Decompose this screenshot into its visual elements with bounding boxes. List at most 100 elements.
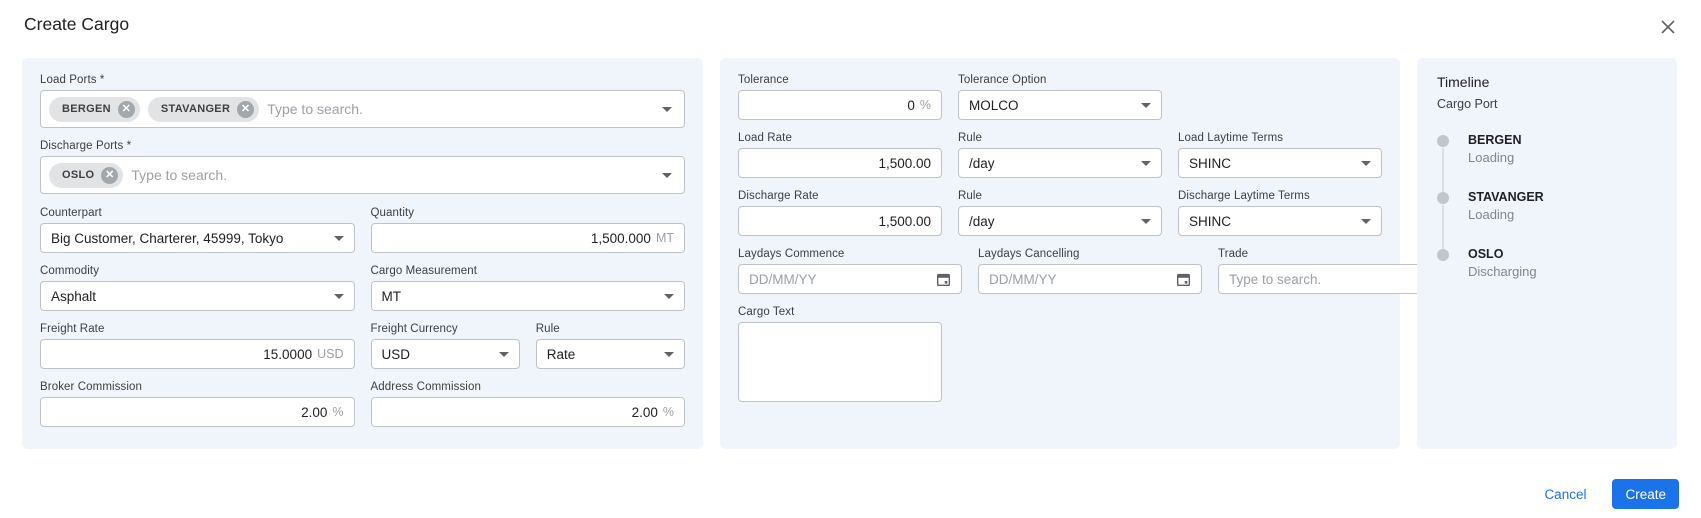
discharge-rate-input[interactable]: 1,500.00 — [738, 206, 942, 236]
laydays-cancelling-date-input[interactable] — [989, 271, 1170, 287]
discharge-rule-value: /day — [969, 213, 995, 229]
laydays-commence-input[interactable] — [738, 264, 962, 294]
cargo-measurement-value: MT — [381, 288, 402, 304]
cargo-measurement-select[interactable]: MT — [370, 281, 685, 311]
load-rule-select[interactable]: /day — [958, 148, 1162, 178]
chevron-down-icon — [664, 293, 674, 299]
commodity-select[interactable]: Asphalt — [40, 281, 355, 311]
discharge-laytime-terms-select[interactable]: SHINC — [1178, 206, 1382, 236]
chevron-down-icon — [1361, 160, 1371, 166]
chevron-down-icon — [498, 351, 509, 357]
freight-rate-value: 15.0000 — [263, 346, 313, 362]
timeline-activity: Loading — [1468, 207, 1515, 222]
tolerance-option-label: Tolerance Option — [958, 74, 1047, 86]
calendar-icon[interactable] — [936, 272, 951, 287]
load-rule-label: Rule — [958, 132, 983, 144]
timeline-item-bergen: BERGEN Loading — [1437, 133, 1657, 193]
close-icon[interactable] — [1655, 14, 1681, 40]
load-ports-search-input[interactable] — [267, 101, 646, 117]
chip-label: STAVANGER — [160, 103, 231, 115]
freight-rate-label: Freight Rate — [40, 323, 105, 335]
commodity-value: Asphalt — [51, 288, 97, 304]
freight-rule-value: Rate — [546, 346, 576, 362]
timeline-dot-icon — [1437, 135, 1449, 147]
timeline-port: BERGEN — [1468, 133, 1522, 147]
load-rule-value: /day — [969, 155, 995, 171]
chip-remove-icon[interactable]: ✕ — [117, 100, 135, 118]
broker-commission-input[interactable]: 2.00 % — [40, 397, 355, 427]
chevron-down-icon — [664, 351, 674, 357]
timeline-dot-icon — [1437, 249, 1449, 261]
tolerance-label: Tolerance — [738, 74, 789, 86]
chevron-down-icon — [333, 235, 344, 241]
quantity-label: Quantity — [370, 207, 415, 219]
timeline-dot-icon — [1437, 192, 1449, 204]
discharge-ports-label: Discharge Ports * — [40, 140, 132, 152]
broker-commission-label: Broker Commission — [40, 381, 143, 393]
chevron-down-icon — [1141, 102, 1151, 108]
freight-currency-select[interactable]: USD — [370, 339, 520, 369]
chip-label: BERGEN — [62, 103, 111, 115]
address-commission-unit: % — [662, 405, 674, 419]
counterpart-label: Counterpart — [40, 207, 102, 219]
discharge-laytime-terms-value: SHINC — [1189, 213, 1232, 229]
discharge-ports-input[interactable]: OSLO ✕ — [40, 156, 685, 194]
address-commission-value: 2.00 — [631, 404, 658, 420]
timeline-item-oslo: OSLO Discharging — [1437, 247, 1657, 279]
freight-rule-select[interactable]: Rate — [535, 339, 685, 369]
chevron-down-icon[interactable] — [662, 106, 672, 112]
freight-rule-label: Rule — [535, 323, 560, 335]
discharge-ports-search-input[interactable] — [131, 167, 646, 183]
chip-remove-icon[interactable]: ✕ — [237, 100, 255, 118]
cancel-button[interactable]: Cancel — [1536, 481, 1594, 508]
load-laytime-terms-select[interactable]: SHINC — [1178, 148, 1382, 178]
tolerance-input[interactable]: 0 % — [738, 90, 942, 120]
discharge-rule-select[interactable]: /day — [958, 206, 1162, 236]
timeline-activity: Discharging — [1468, 264, 1537, 279]
trade-label: Trade — [1218, 248, 1249, 260]
chip-stavanger: STAVANGER ✕ — [147, 96, 260, 122]
page-title: Create Cargo — [24, 14, 130, 34]
chip-remove-icon[interactable]: ✕ — [101, 166, 119, 184]
timeline-activity: Loading — [1468, 150, 1515, 165]
freight-rate-input[interactable]: 15.0000 USD — [40, 339, 355, 369]
calendar-icon[interactable] — [1176, 272, 1191, 287]
tolerance-option-select[interactable]: MOLCO — [958, 90, 1162, 120]
create-button[interactable]: Create — [1612, 479, 1679, 509]
laydays-cancelling-label: Laydays Cancelling — [978, 248, 1080, 260]
chip-label: OSLO — [62, 169, 95, 181]
timeline-item-stavanger: STAVANGER Loading — [1437, 190, 1657, 250]
timeline-title: Timeline — [1437, 74, 1490, 90]
trade-select[interactable] — [1218, 264, 1439, 294]
timeline-port: STAVANGER — [1468, 190, 1544, 204]
trade-search-input[interactable] — [1229, 271, 1410, 287]
chevron-down-icon[interactable] — [662, 172, 672, 178]
cargo-measurement-label: Cargo Measurement — [370, 265, 478, 277]
cargo-text-textarea[interactable] — [738, 322, 942, 402]
commodity-label: Commodity — [40, 265, 100, 277]
load-ports-label: Load Ports * — [40, 74, 105, 86]
tolerance-unit: % — [919, 98, 931, 112]
laydays-commence-label: Laydays Commence — [738, 248, 845, 260]
counterpart-select[interactable]: Big Customer, Charterer, 45999, Tokyo — [40, 223, 355, 253]
chip-bergen: BERGEN ✕ — [49, 96, 140, 122]
load-laytime-terms-label: Load Laytime Terms — [1178, 132, 1284, 144]
laydays-commence-date-input[interactable] — [749, 271, 930, 287]
load-ports-input[interactable]: BERGEN ✕ STAVANGER ✕ — [40, 90, 685, 128]
load-rate-input[interactable]: 1,500.00 — [738, 148, 942, 178]
timeline-panel: Timeline Cargo Port BERGEN Loading STAVA… — [1417, 58, 1677, 449]
quantity-input[interactable]: 1,500.000 MT — [370, 223, 685, 253]
timeline-port: OSLO — [1468, 247, 1504, 261]
cargo-main-panel: Load Ports * BERGEN ✕ STAVANGER ✕ Discha… — [22, 58, 703, 449]
quantity-value: 1,500.000 — [590, 230, 651, 246]
tolerance-option-value: MOLCO — [969, 97, 1019, 113]
freight-currency-value: USD — [381, 346, 411, 362]
load-rate-value: 1,500.00 — [878, 155, 931, 171]
timeline-subtitle: Cargo Port — [1437, 97, 1498, 111]
laydays-cancelling-input[interactable] — [978, 264, 1202, 294]
broker-commission-value: 2.00 — [301, 404, 328, 420]
discharge-rule-label: Rule — [958, 190, 983, 202]
chevron-down-icon — [1361, 218, 1371, 224]
discharge-rate-label: Discharge Rate — [738, 190, 819, 202]
address-commission-input[interactable]: 2.00 % — [370, 397, 685, 427]
